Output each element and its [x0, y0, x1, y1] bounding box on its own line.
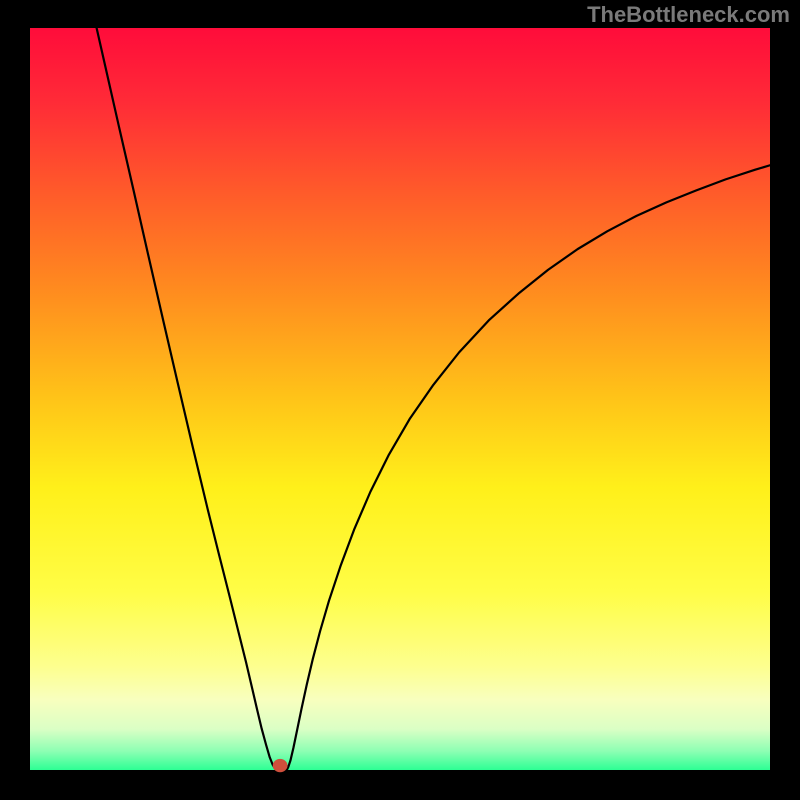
chart-container: TheBottleneck.com [0, 0, 800, 800]
bottleneck-curve [97, 28, 770, 770]
optimum-marker [273, 759, 288, 772]
curve-layer [0, 0, 800, 800]
watermark-text: TheBottleneck.com [587, 2, 790, 28]
